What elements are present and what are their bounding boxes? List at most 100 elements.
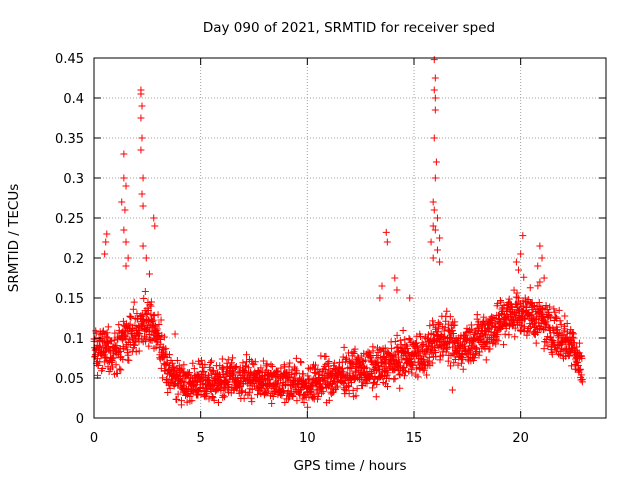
data-point	[268, 362, 276, 370]
data-point	[480, 313, 488, 321]
data-point	[433, 214, 441, 222]
data-point	[137, 90, 145, 98]
data-point	[505, 331, 513, 339]
y-tick-label: 0.05	[55, 372, 84, 387]
y-tick-label: 0.35	[55, 132, 84, 147]
data-point	[368, 384, 376, 392]
data-point	[385, 375, 393, 383]
data-point	[135, 331, 143, 339]
data-point	[334, 382, 342, 390]
data-point	[150, 214, 158, 222]
data-point	[450, 359, 458, 367]
data-point	[431, 106, 439, 114]
data-point	[286, 393, 294, 401]
data-point	[396, 384, 404, 392]
data-point	[510, 286, 518, 294]
data-point	[120, 174, 128, 182]
data-point	[136, 329, 144, 337]
data-point	[517, 250, 525, 258]
data-point	[381, 368, 389, 376]
data-point	[393, 331, 401, 339]
data-point	[290, 363, 298, 371]
data-point	[551, 308, 559, 316]
data-point	[550, 305, 558, 313]
x-tick-label: 20	[512, 431, 529, 446]
data-point	[232, 362, 240, 370]
data-point	[400, 364, 408, 372]
data-point	[423, 371, 431, 379]
data-point	[138, 102, 146, 110]
data-point	[529, 302, 537, 310]
y-tick-label: 0.4	[63, 92, 84, 107]
data-point	[292, 354, 300, 362]
data-point	[299, 370, 307, 378]
data-point	[561, 346, 569, 354]
data-point	[240, 394, 248, 402]
data-point	[159, 374, 167, 382]
data-point	[174, 390, 182, 398]
data-point	[430, 134, 438, 142]
data-point	[325, 357, 333, 365]
data-point	[261, 390, 269, 398]
data-point	[494, 331, 502, 339]
data-point	[120, 150, 128, 158]
data-point	[376, 346, 384, 354]
data-point	[430, 206, 438, 214]
data-point	[142, 254, 150, 262]
y-axis: 0 0.05 0.1 0.15 0.2 0.25 0.3 0.35 0.4 0.45	[55, 52, 606, 427]
data-point	[142, 337, 150, 345]
data-point	[325, 396, 333, 404]
data-point	[139, 174, 147, 182]
data-point	[391, 338, 399, 346]
data-point	[380, 347, 388, 355]
data-point	[434, 319, 442, 327]
data-point	[297, 359, 305, 367]
data-point	[137, 146, 145, 154]
data-point	[534, 282, 542, 290]
data-point	[300, 399, 308, 407]
plot-frame	[93, 57, 607, 419]
data-point	[208, 392, 216, 400]
data-point	[259, 357, 267, 365]
data-point	[180, 361, 188, 369]
data-point	[414, 373, 422, 381]
data-point	[479, 318, 487, 326]
data-point	[304, 372, 312, 380]
data-point	[122, 262, 130, 270]
data-point	[429, 317, 437, 325]
data-point	[538, 254, 546, 262]
data-point	[173, 356, 181, 364]
data-point	[291, 370, 299, 378]
data-point	[228, 367, 236, 375]
data-series-srmtid	[90, 56, 586, 411]
data-point	[431, 174, 439, 182]
data-point	[345, 390, 353, 398]
y-tick-label: 0.2	[63, 252, 84, 267]
data-point	[567, 326, 575, 334]
data-point	[576, 339, 584, 347]
data-point	[393, 344, 401, 352]
y-tick-label: 0.25	[55, 212, 84, 227]
data-point	[396, 336, 404, 344]
data-point	[345, 383, 353, 391]
data-point	[448, 327, 456, 335]
data-point	[369, 347, 377, 355]
data-point	[322, 352, 330, 360]
data-point	[340, 368, 348, 376]
data-point	[401, 368, 409, 376]
data-point	[492, 335, 500, 343]
data-point	[500, 341, 508, 349]
data-point	[164, 388, 172, 396]
data-point	[101, 250, 109, 258]
data-point	[251, 358, 259, 366]
data-point	[532, 322, 540, 330]
data-point	[148, 318, 156, 326]
data-point	[155, 321, 163, 329]
data-point	[400, 366, 408, 374]
data-point	[517, 327, 524, 335]
data-point	[157, 316, 165, 324]
data-point	[152, 343, 160, 351]
data-point	[520, 315, 528, 323]
data-point	[431, 74, 439, 82]
data-point	[429, 198, 437, 206]
